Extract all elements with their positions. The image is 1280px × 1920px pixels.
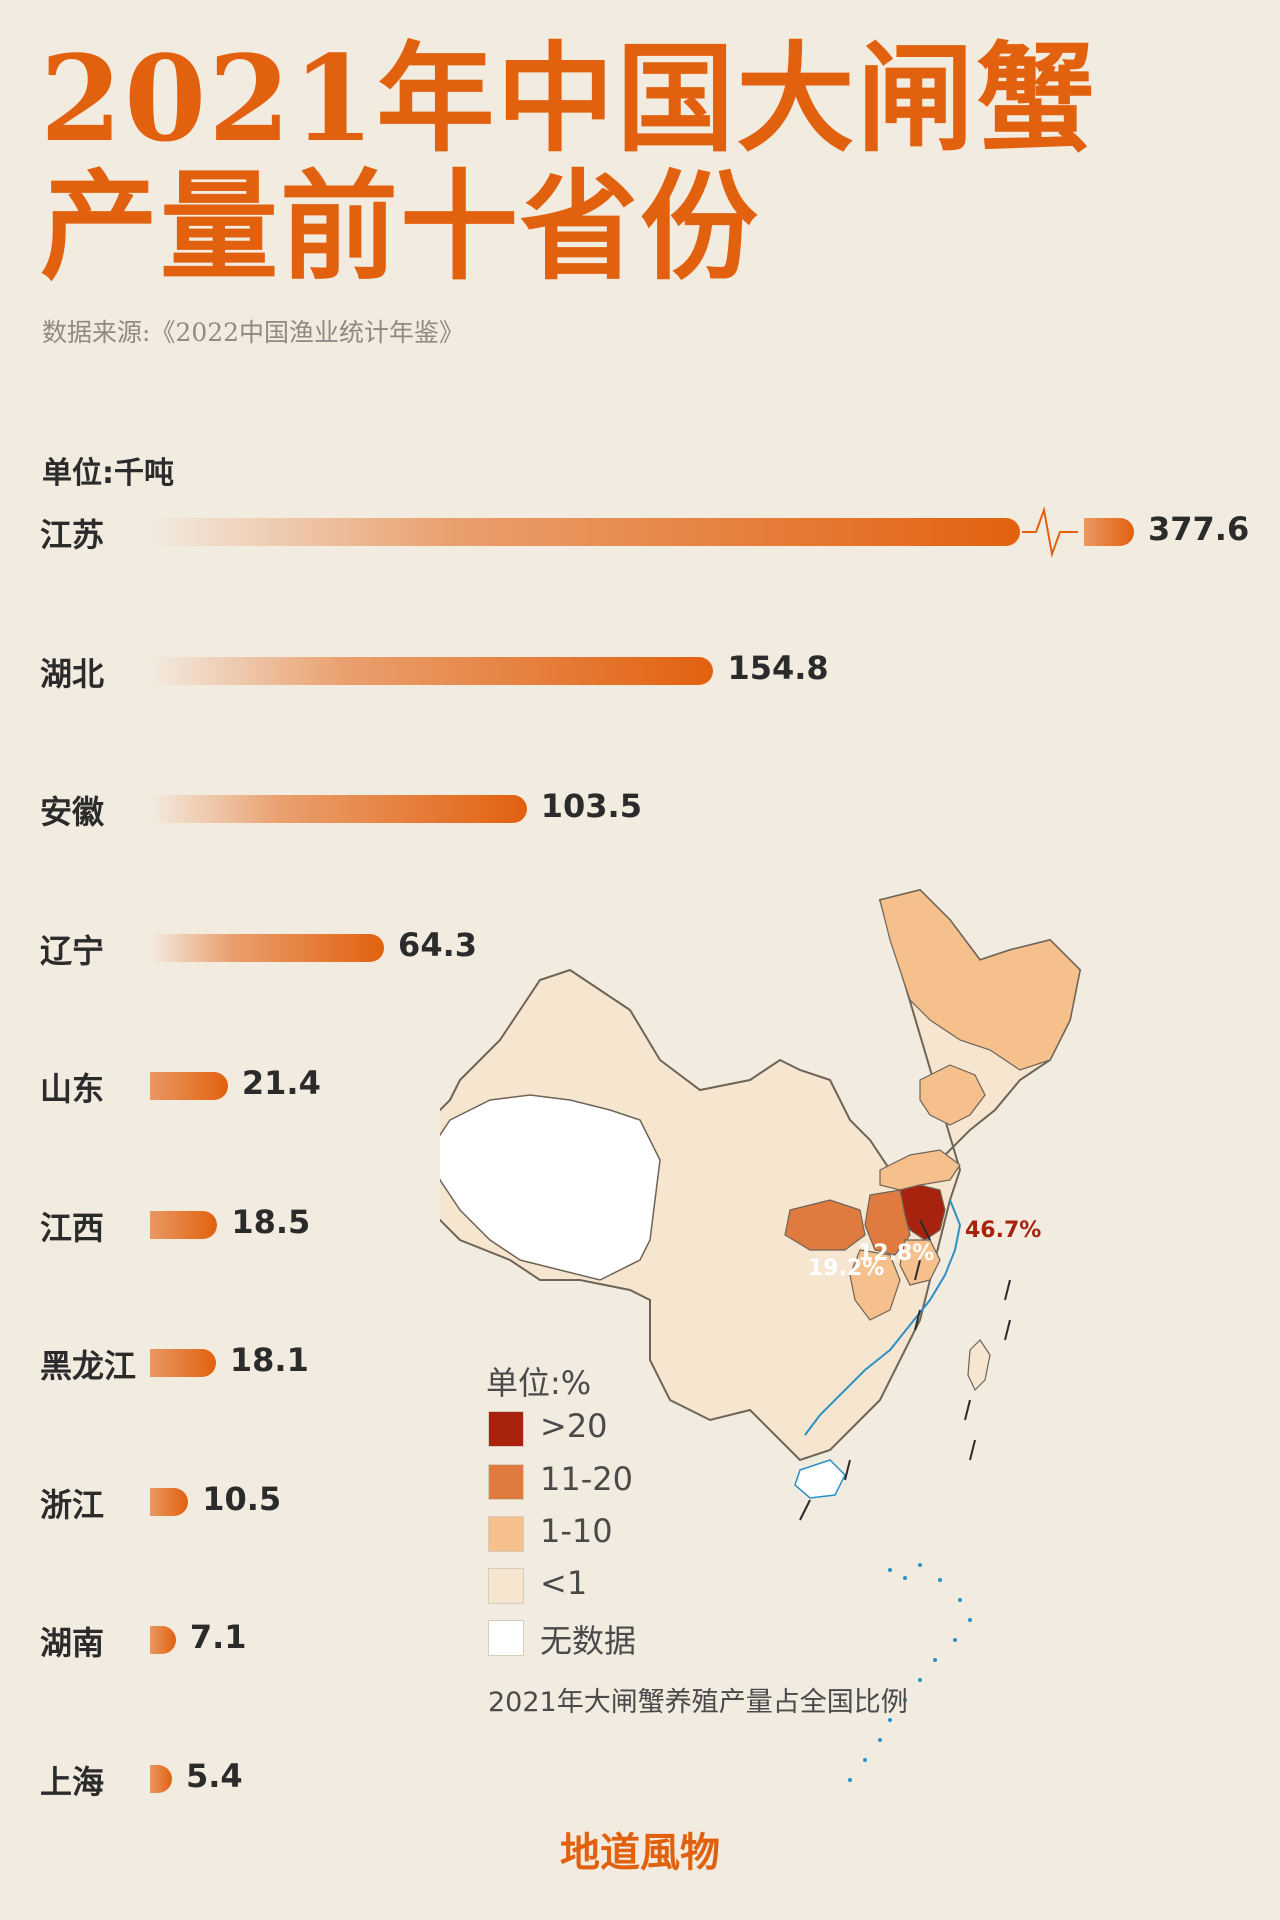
pct-label-jiangsu: 46.7% xyxy=(965,1218,1041,1243)
title-line-1: 2021年中国大闸蟹 xyxy=(40,29,1097,168)
anhui-region xyxy=(864,1189,911,1256)
coastline xyxy=(804,1199,962,1436)
value-label: 103.5 xyxy=(540,787,642,825)
bar xyxy=(150,518,1020,546)
value-label: 21.4 xyxy=(241,1064,321,1102)
legend-swatch-11-20 xyxy=(488,1464,524,1500)
value-label: 18.1 xyxy=(229,1341,309,1379)
source-note: 数据来源:《2022中国渔业统计年鉴》 xyxy=(42,318,465,347)
tibet-region xyxy=(440,1094,661,1281)
bar xyxy=(150,795,527,823)
south-sea-islands xyxy=(848,1563,972,1782)
legend-swatch-lt1 xyxy=(488,1568,524,1604)
map-legend-title: 单位:% xyxy=(486,1364,592,1402)
nine-dash-line xyxy=(799,1219,1011,1521)
legend-swatch-1-10 xyxy=(488,1516,524,1552)
liaoning-region xyxy=(919,1064,986,1126)
brand-logo: 地道風物 xyxy=(560,1829,720,1876)
legend-label-no-data: 无数据 xyxy=(540,1622,637,1660)
title-line-2: 产量前十省份 xyxy=(40,157,761,296)
china-outline xyxy=(440,888,1082,1462)
map-caption: 2021年大闸蟹养殖产量占全国比例 xyxy=(488,1687,908,1718)
legend-label-1-10: 1-10 xyxy=(540,1512,613,1550)
china-map: 46.7% 19.2% 12.8% xyxy=(440,888,1082,1782)
unit-label: 单位:千吨 xyxy=(42,456,174,491)
value-label: 64.3 xyxy=(398,925,477,964)
legend-swatch-gt20 xyxy=(488,1411,524,1447)
hainan-island xyxy=(794,1459,846,1499)
value-label: 154.8 xyxy=(727,648,829,687)
legend-label-11-20: 11-20 xyxy=(540,1460,633,1498)
category-label: 浙江 xyxy=(40,1485,105,1524)
legend-label-gt20: >20 xyxy=(540,1407,608,1445)
category-label: 湖北 xyxy=(40,654,105,693)
bar xyxy=(150,1072,228,1100)
jiangxi-region xyxy=(849,1249,901,1321)
category-label: 辽宁 xyxy=(40,931,105,970)
category-label: 安徽 xyxy=(40,793,105,831)
value-label: 18.5 xyxy=(231,1202,311,1241)
bar xyxy=(150,1626,176,1654)
category-label: 山东 xyxy=(40,1070,105,1108)
pct-label-anhui: 12.8% xyxy=(858,1241,934,1266)
axis-break-icon xyxy=(1022,506,1078,558)
bar xyxy=(150,1210,218,1239)
bar xyxy=(150,1764,172,1793)
bar xyxy=(150,1487,189,1516)
heilongjiang-region xyxy=(879,889,1081,1071)
taiwan-island xyxy=(967,1339,991,1392)
bar xyxy=(150,933,385,962)
value-label: 5.4 xyxy=(186,1756,243,1795)
shandong-region xyxy=(879,1149,961,1191)
bar-stub xyxy=(1084,518,1134,546)
category-label: 黑龙江 xyxy=(40,1347,137,1385)
value-label: 10.5 xyxy=(202,1479,282,1518)
legend-label-lt1: <1 xyxy=(540,1564,588,1602)
category-label: 江西 xyxy=(40,1208,105,1247)
category-label: 上海 xyxy=(40,1762,105,1801)
category-label: 江苏 xyxy=(40,516,105,554)
bar xyxy=(150,1349,216,1377)
legend-swatch-no-data xyxy=(488,1620,524,1656)
bar xyxy=(150,656,714,685)
hubei-region xyxy=(784,1199,866,1251)
value-label: 377.6 xyxy=(1148,510,1250,548)
category-label: 湖南 xyxy=(40,1624,105,1662)
value-label: 7.1 xyxy=(189,1618,247,1656)
pct-label-hubei: 19.2% xyxy=(808,1256,884,1281)
